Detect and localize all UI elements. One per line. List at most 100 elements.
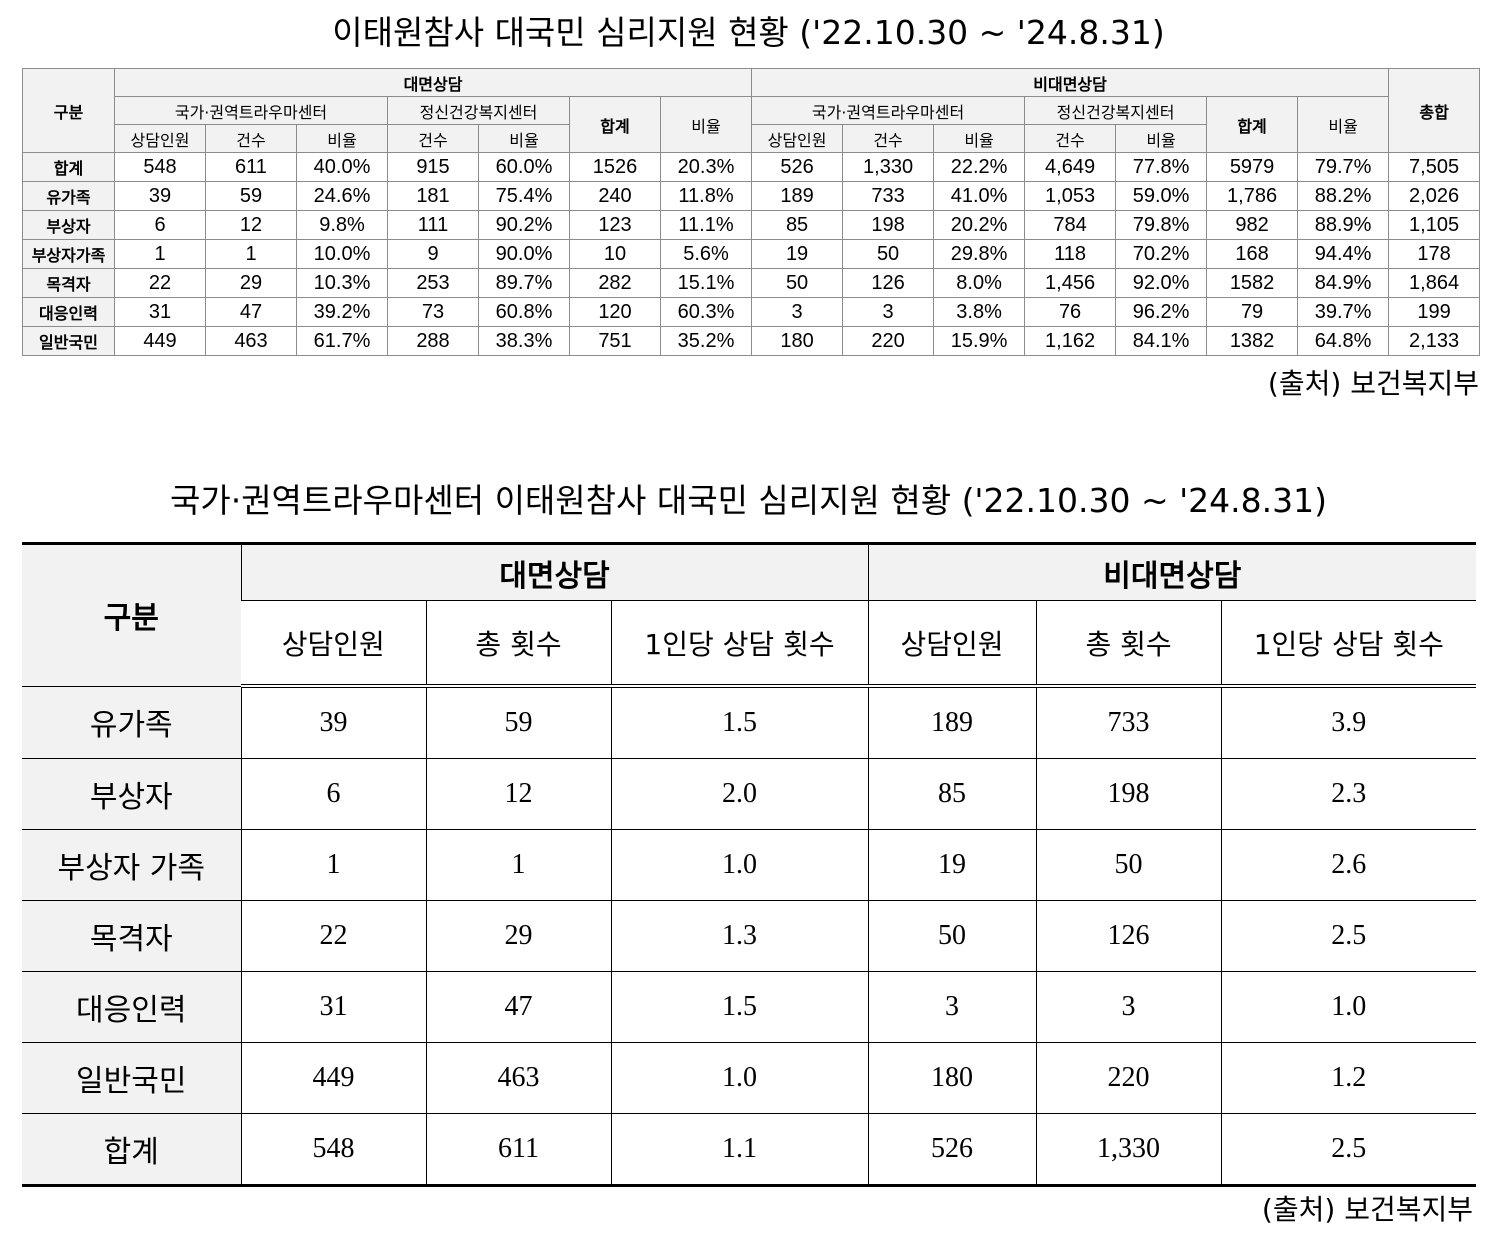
header-total-count: 총 횟수 (425, 600, 611, 688)
header-counsel-people: 상담인원 (867, 600, 1037, 688)
table-cell: 1582 (1206, 268, 1299, 298)
header-total: 총합 (1388, 68, 1481, 153)
table-cell: 22 (240, 900, 426, 972)
table-cell: 70.2% (1115, 239, 1208, 269)
header-gubun: 구분 (22, 68, 115, 153)
table-cell: 7,505 (1388, 152, 1481, 182)
table-cell: 118 (1024, 239, 1117, 269)
table-cell: 92.0% (1115, 268, 1208, 298)
table-cell: 915 (387, 152, 479, 182)
table-cell: 1.5 (610, 971, 869, 1043)
header-cases: 건수 (1024, 124, 1117, 153)
table-cell: 733 (1035, 686, 1222, 759)
row-label: 대응인력 (22, 297, 115, 327)
table-cell: 1382 (1206, 326, 1299, 356)
table-cell: 198 (1035, 758, 1222, 830)
table-cell: 12 (425, 758, 611, 830)
table-cell: 282 (569, 268, 661, 298)
table-cell: 41.0% (933, 181, 1026, 211)
table-cell: 31 (114, 297, 206, 327)
table-cell: 96.2% (1115, 297, 1208, 327)
table-cell: 180 (751, 326, 844, 356)
table-cell: 181 (387, 181, 479, 211)
table-cell: 15.1% (659, 268, 753, 298)
table-cell: 6 (240, 758, 426, 830)
table-cell: 89.7% (478, 268, 570, 298)
table-cell: 5979 (1206, 152, 1299, 182)
table-cell: 8.0% (933, 268, 1026, 298)
table-cell: 2.0 (610, 758, 869, 830)
table-cell: 11.8% (659, 181, 753, 211)
table-cell: 9 (387, 239, 479, 269)
table-cell: 19 (867, 829, 1037, 901)
table-cell: 20.2% (933, 210, 1026, 240)
table-cell: 2.3 (1220, 758, 1477, 830)
table-cell: 50 (1035, 829, 1222, 901)
table-cell: 4,649 (1024, 152, 1117, 182)
table-cell: 84.1% (1115, 326, 1208, 356)
table-cell: 168 (1206, 239, 1299, 269)
table-row: 목격자 22 29 1.3 50 126 2.5 (22, 900, 1477, 972)
header-per-person: 1인당 상담 횟수 (1220, 600, 1477, 688)
table-cell: 9.8% (296, 210, 388, 240)
table-cell: 733 (842, 181, 935, 211)
table-cell: 1,105 (1388, 210, 1481, 240)
table-cell: 39 (114, 181, 206, 211)
table-cell: 20.3% (659, 152, 753, 182)
table-cell: 35.2% (659, 326, 753, 356)
header-nonface: 비대면상담 (867, 543, 1477, 601)
table-cell: 3 (751, 297, 844, 327)
table-cell: 548 (114, 152, 206, 182)
table-cell: 3 (842, 297, 935, 327)
table-row: 부상자 가족 1 1 1.0 19 50 2.6 (22, 829, 1477, 901)
table-cell: 1 (240, 829, 426, 901)
header-nonface-sum: 합계 (1206, 96, 1299, 153)
table-cell: 123 (569, 210, 661, 240)
header-cases: 건수 (387, 124, 479, 153)
table-cell: 73 (387, 297, 479, 327)
table-cell: 220 (1035, 1042, 1222, 1114)
table-cell: 76 (1024, 297, 1117, 327)
table-cell: 463 (425, 1042, 611, 1114)
table-cell: 1.5 (610, 686, 869, 759)
row-label: 목격자 (22, 268, 115, 298)
table-cell: 111 (387, 210, 479, 240)
table-cell: 60.0% (478, 152, 570, 182)
table-cell: 10.3% (296, 268, 388, 298)
table-cell: 1,330 (842, 152, 935, 182)
table-cell: 59 (425, 686, 611, 759)
table-cell: 90.2% (478, 210, 570, 240)
table-cell: 120 (569, 297, 661, 327)
table-cell: 39 (240, 686, 426, 759)
table-cell: 178 (1388, 239, 1481, 269)
table-cell: 5.6% (659, 239, 753, 269)
row-label: 부상자 (22, 210, 115, 240)
table-row: 유가족 39 59 1.5 189 733 3.9 (22, 686, 1477, 759)
header-per-person: 1인당 상담 횟수 (610, 600, 869, 688)
table-cell: 39.7% (1297, 297, 1390, 327)
table-cell: 982 (1206, 210, 1299, 240)
table-cell: 22.2% (933, 152, 1026, 182)
row-label: 부상자 (22, 758, 241, 830)
table-row: 부상자 6 12 9.8% 111 90.2% 123 11.1% 85 198 20.2% 784 7… (22, 210, 1481, 240)
header-ratio: 비율 (933, 124, 1026, 153)
row-label: 합계 (22, 1113, 241, 1186)
table-cell: 449 (114, 326, 206, 356)
table-cell: 85 (867, 758, 1037, 830)
header-face-sum: 합계 (569, 96, 661, 153)
row-label: 합계 (22, 152, 115, 182)
header-cases: 건수 (842, 124, 935, 153)
table-cell: 77.8% (1115, 152, 1208, 182)
table-row: 합계 548 611 1.1 526 1,330 2.5 (22, 1113, 1477, 1186)
table-cell: 2,026 (1388, 181, 1481, 211)
table-cell: 94.4% (1297, 239, 1390, 269)
table-cell: 1,162 (1024, 326, 1117, 356)
table-cell: 288 (387, 326, 479, 356)
table-cell: 84.9% (1297, 268, 1390, 298)
table-cell: 1,786 (1206, 181, 1299, 211)
row-label: 부상자가족 (22, 239, 115, 269)
row-label: 부상자 가족 (22, 829, 241, 901)
table-cell: 189 (867, 686, 1037, 759)
table-cell: 180 (867, 1042, 1037, 1114)
table-cell: 220 (842, 326, 935, 356)
